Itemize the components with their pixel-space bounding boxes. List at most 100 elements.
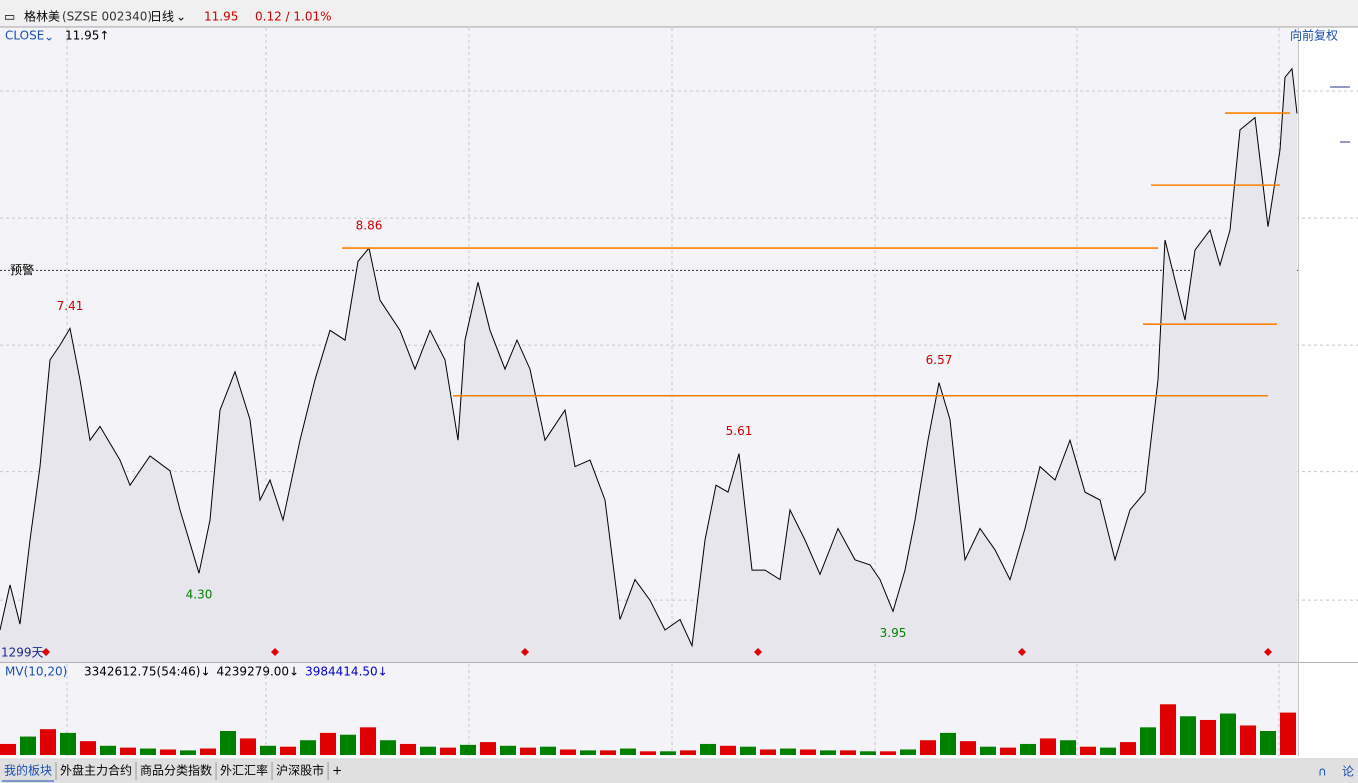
- volume-bar: [940, 732, 956, 755]
- volume-bar: [700, 743, 716, 755]
- extreme-label: 5.61: [726, 424, 753, 438]
- price-group: 7.41 4.30 8.86 5.61 3.95 6.57: [0, 67, 1298, 662]
- extreme-label: 4.30: [186, 588, 213, 602]
- tab-bar: [0, 758, 1358, 783]
- extreme-label: 3.95: [880, 626, 907, 640]
- tab[interactable]: +: [332, 764, 342, 778]
- volume-bar: [720, 745, 736, 755]
- volume-bar: [660, 751, 676, 755]
- volume-bar: [1040, 738, 1056, 755]
- volume-bar: [20, 736, 36, 755]
- last-label: 11.95↑: [65, 29, 109, 43]
- volume-bar: [60, 732, 76, 755]
- volume-bar: [780, 748, 796, 755]
- indicator-label[interactable]: CLOSE: [5, 29, 44, 43]
- volume-bar: [1080, 746, 1096, 755]
- volume-bar: [100, 745, 116, 755]
- volume-bar: [1120, 742, 1136, 755]
- volume-bar: [440, 747, 456, 755]
- signal-marker: [1264, 648, 1272, 656]
- volume-bar: [860, 751, 876, 755]
- tab[interactable]: 外盘主力合约: [60, 763, 132, 778]
- tabs: 我的板块 外盘主力合约 商品分类指数 外汇汇率 沪深股市 +: [2, 762, 342, 782]
- volume-bar: [220, 731, 236, 755]
- corner-label[interactable]: 论: [1342, 765, 1354, 779]
- signal-marker: [521, 648, 529, 656]
- volume-bar: [580, 750, 596, 755]
- volume-readout: 3342612.75(54:46)↓: [84, 665, 211, 679]
- volume-bar: [620, 748, 636, 755]
- tab[interactable]: 外汇汇率: [220, 763, 268, 778]
- corner-icon[interactable]: ∩: [1318, 765, 1327, 779]
- volume-readout: 3984414.50↓: [305, 665, 388, 679]
- signal-marker: [754, 648, 762, 656]
- volume-bar: [380, 740, 396, 755]
- volume-group: [0, 704, 1296, 755]
- volume-bar: [1020, 743, 1036, 755]
- volume-bar: [900, 749, 916, 755]
- volume-bar: [600, 750, 616, 755]
- volume-bar: [1160, 704, 1176, 755]
- volume-bar: [800, 749, 816, 755]
- signal-marker: [271, 648, 279, 656]
- volume-bar: [280, 746, 296, 755]
- volume-bar: [480, 742, 496, 755]
- header-bar: [0, 0, 1358, 27]
- volume-bar: [460, 744, 476, 755]
- volume-bar: [320, 732, 336, 755]
- volume-bar: [1220, 713, 1236, 755]
- extreme-label: 8.86: [356, 219, 383, 233]
- tab[interactable]: 商品分类指数: [140, 763, 212, 778]
- alert-label: 预警: [10, 262, 34, 277]
- period[interactable]: 日线: [150, 10, 174, 24]
- volume-bar: [1240, 725, 1256, 755]
- volume-bar: [960, 741, 976, 755]
- volume-bar: [1180, 716, 1196, 755]
- volume-name[interactable]: MV(10,20): [5, 665, 67, 679]
- volume-bar: [1000, 747, 1016, 755]
- volume-bar: [880, 751, 896, 755]
- volume-bar: [500, 745, 516, 755]
- period-caret[interactable]: ⌄: [176, 10, 186, 24]
- volume-bar: [360, 727, 376, 755]
- indicator-caret[interactable]: ⌄: [44, 30, 54, 44]
- header-icon: ▭: [4, 10, 15, 24]
- extreme-label: 7.41: [57, 299, 84, 313]
- volume-bar: [1280, 712, 1296, 755]
- days-label: 1299天: [1, 646, 44, 660]
- volume-bar: [820, 750, 836, 755]
- volume-bar: [300, 740, 316, 755]
- tab[interactable]: 我的板块: [4, 763, 52, 778]
- volume-bar: [980, 746, 996, 755]
- volume-bar: [560, 749, 576, 755]
- volume-bar: [1260, 731, 1276, 755]
- volume-bar: [80, 741, 96, 755]
- volume-bar: [260, 745, 276, 755]
- volume-bar: [1200, 719, 1216, 755]
- volume-bar: [240, 738, 256, 755]
- volume-bar: [400, 743, 416, 755]
- volume-bar: [760, 749, 776, 755]
- volume-bar: [120, 747, 136, 755]
- price-line: [0, 67, 1298, 648]
- volume-bar: [520, 747, 536, 755]
- volume-bar: [160, 749, 176, 755]
- stock-name: 格林美: [24, 9, 60, 24]
- volume-bar: [840, 750, 856, 755]
- volume-bar: [1140, 727, 1156, 755]
- tab[interactable]: 沪深股市: [276, 763, 324, 778]
- volume-bar: [40, 729, 56, 755]
- grid-group: 预警: [0, 90, 1358, 601]
- adjust-button[interactable]: 向前复权: [1290, 28, 1338, 43]
- volume-bar: [740, 746, 756, 755]
- volume-readout: 4239279.00↓: [217, 665, 300, 679]
- signal-marker: [1018, 648, 1026, 656]
- header-change: 0.12 / 1.01%: [255, 10, 332, 24]
- volume-bar: [0, 743, 16, 755]
- volume-bar: [420, 746, 436, 755]
- header-price: 11.95: [204, 10, 238, 24]
- volume-bar: [200, 748, 216, 755]
- volume-bar: [1060, 740, 1076, 755]
